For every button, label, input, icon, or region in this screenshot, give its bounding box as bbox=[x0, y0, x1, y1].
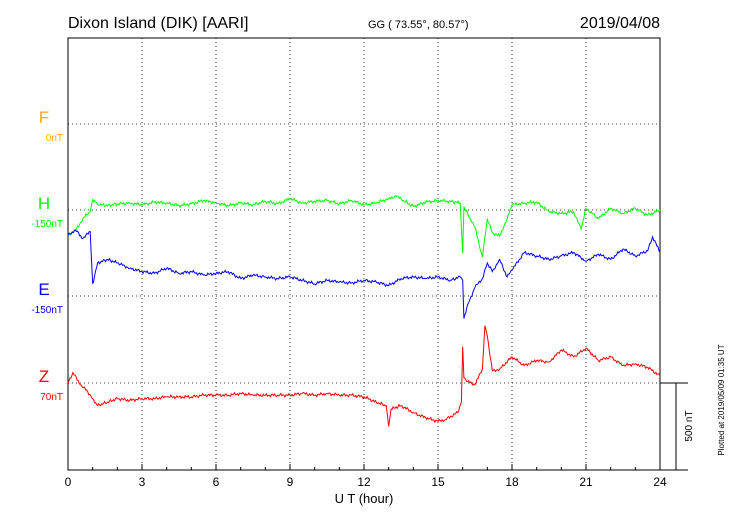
x-axis: 0 3 6 9 12 15 18 21 24 bbox=[65, 464, 667, 489]
channel-name-E: E bbox=[38, 280, 49, 299]
x-tick-label: 24 bbox=[653, 475, 667, 489]
channel-baseline-H: -150nT bbox=[31, 219, 63, 230]
channel-baseline-F: 0nT bbox=[46, 133, 63, 144]
x-tick-label: 3 bbox=[139, 475, 146, 489]
x-tick-label: 6 bbox=[213, 475, 220, 489]
channel-name-H: H bbox=[38, 194, 50, 213]
channel-name-F: F bbox=[39, 108, 49, 127]
series-line-E bbox=[67, 229, 661, 319]
plotted-note: Plotted at 2019/05/09 01:35 UT bbox=[717, 344, 726, 455]
channel-labels: F 0nT H -150nT E -150nT Z 70nT bbox=[31, 108, 63, 403]
series-line-H bbox=[67, 195, 661, 258]
x-axis-label: U T (hour) bbox=[335, 491, 394, 506]
date-label: 2019/04/08 bbox=[580, 15, 660, 32]
channel-baseline-E: -150nT bbox=[31, 305, 63, 316]
x-tick-label: 15 bbox=[431, 475, 445, 489]
coords-label: GG ( 73.55°, 80.57°) bbox=[368, 19, 469, 31]
grid bbox=[68, 38, 660, 470]
x-tick-label: 21 bbox=[579, 475, 593, 489]
channel-name-Z: Z bbox=[39, 367, 49, 386]
series-line-Z bbox=[67, 325, 661, 427]
scale-bar-label: 500 nT bbox=[684, 410, 695, 441]
series-lines bbox=[67, 195, 661, 427]
x-tick-label: 18 bbox=[505, 475, 519, 489]
channel-baseline-Z: 70nT bbox=[40, 392, 63, 403]
x-tick-label: 12 bbox=[357, 475, 371, 489]
x-tick-label: 9 bbox=[287, 475, 294, 489]
scale-bar: 500 nT bbox=[660, 382, 695, 471]
station-title: Dixon Island (DIK) [AARI] bbox=[68, 15, 249, 32]
x-tick-label: 0 bbox=[65, 475, 72, 489]
